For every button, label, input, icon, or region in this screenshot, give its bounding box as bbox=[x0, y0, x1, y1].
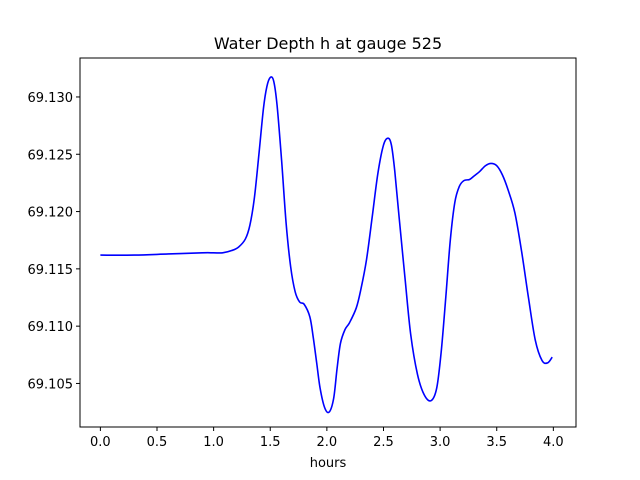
x-tick-label: 1.5 bbox=[260, 435, 281, 450]
x-tick-label: 0.5 bbox=[147, 435, 168, 450]
series-line-0 bbox=[100, 76, 553, 414]
y-tick-label: 69.125 bbox=[28, 148, 74, 163]
x-axis-ticks: 0.0 0.5 1.0 1.5 2.0 2.5 3.0 3.5 4.0 bbox=[90, 427, 564, 450]
plot-frame bbox=[79, 57, 577, 428]
x-tick-label: 4.0 bbox=[543, 435, 564, 450]
y-tick-label: 69.110 bbox=[28, 320, 74, 335]
x-tick-label: 2.5 bbox=[373, 435, 394, 450]
y-tick-label: 69.130 bbox=[28, 91, 74, 106]
y-axis-ticks: 69.105 69.110 69.115 69.120 69.125 69.130 bbox=[28, 91, 80, 392]
series-layer bbox=[100, 76, 553, 414]
y-tick-label: 69.120 bbox=[28, 206, 74, 221]
x-tick-label: 2.0 bbox=[317, 435, 338, 450]
chart-title: Water Depth h at gauge 525 bbox=[214, 34, 442, 53]
x-tick-label: 3.0 bbox=[430, 435, 451, 450]
x-tick-label: 0.0 bbox=[90, 435, 111, 450]
x-tick-label: 3.5 bbox=[486, 435, 507, 450]
y-tick-label: 69.105 bbox=[28, 377, 74, 392]
x-tick-label: 1.0 bbox=[203, 435, 224, 450]
x-axis-label: hours bbox=[310, 456, 347, 471]
y-tick-label: 69.115 bbox=[28, 263, 74, 278]
